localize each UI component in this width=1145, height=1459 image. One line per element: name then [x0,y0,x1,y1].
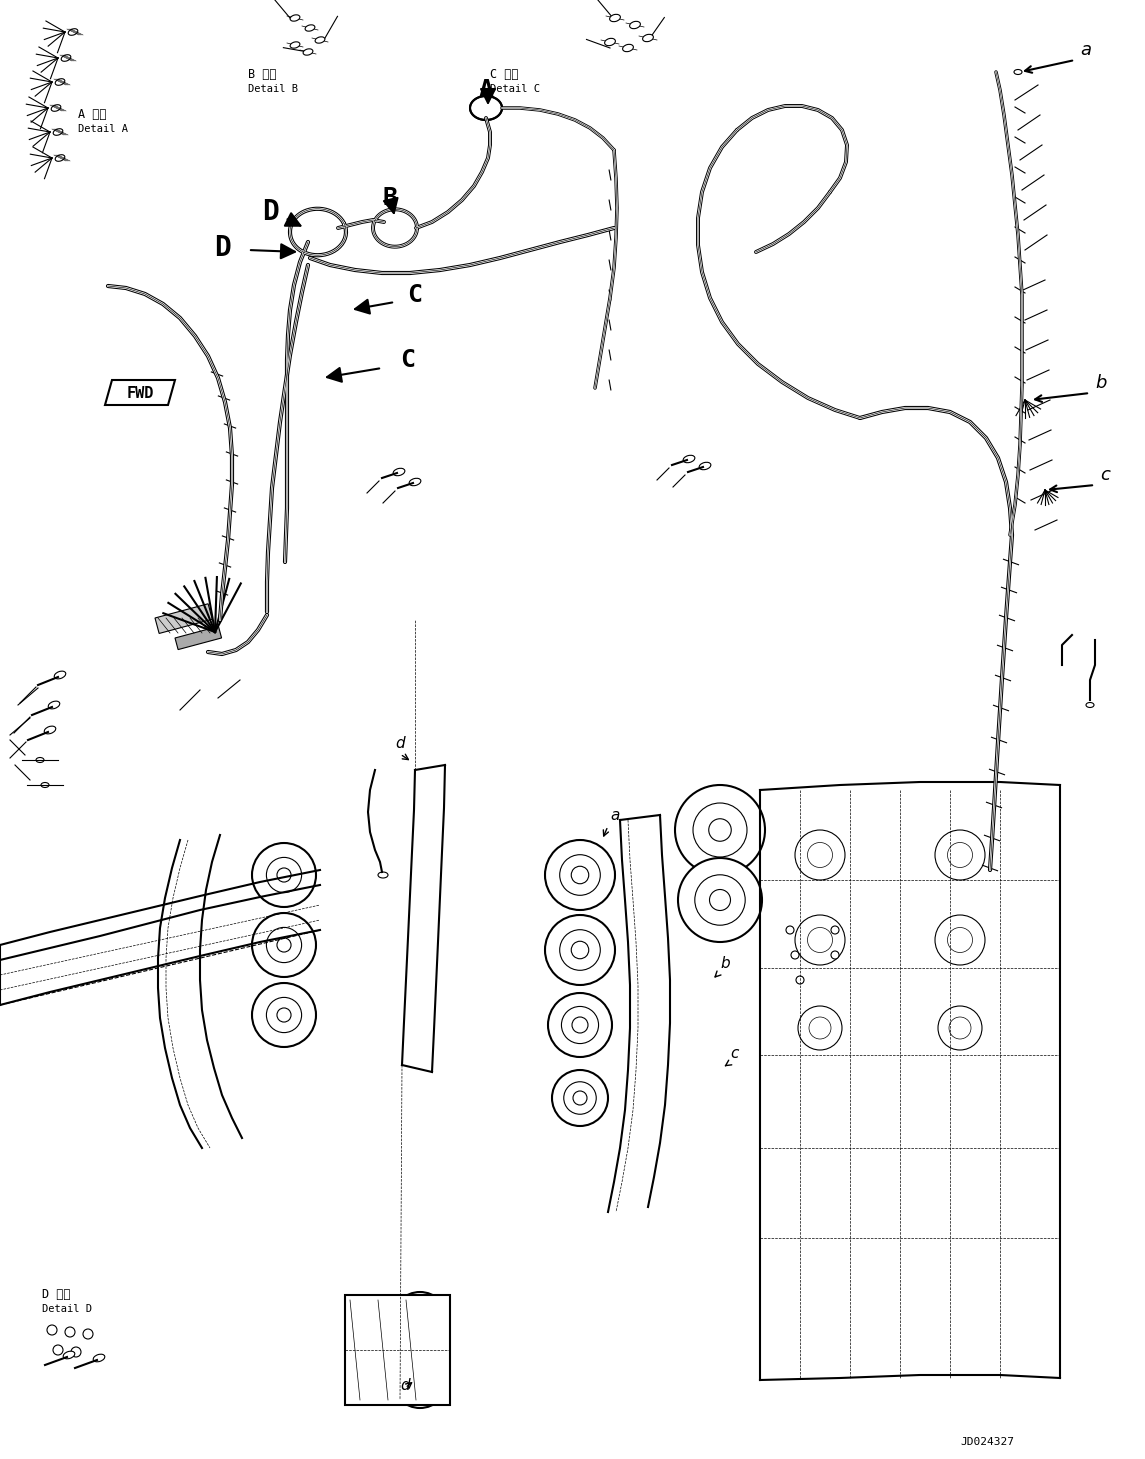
Ellipse shape [630,22,640,29]
Circle shape [795,915,845,964]
Circle shape [798,1007,842,1050]
Circle shape [785,926,793,934]
Circle shape [545,840,615,910]
Circle shape [47,1325,57,1335]
Circle shape [252,843,316,907]
Circle shape [65,1328,76,1336]
Text: JD024327: JD024327 [960,1437,1014,1447]
Circle shape [252,913,316,978]
Text: C 詳細: C 詳細 [490,69,519,82]
Ellipse shape [303,48,313,55]
Text: A: A [479,77,493,102]
Circle shape [831,926,839,934]
Circle shape [545,915,615,985]
Circle shape [392,1293,448,1348]
Text: b: b [720,956,729,972]
Text: c: c [1100,465,1110,484]
Ellipse shape [63,1351,74,1358]
Ellipse shape [55,79,65,85]
Circle shape [791,951,799,959]
Circle shape [252,983,316,1048]
Text: B: B [382,185,397,210]
Ellipse shape [48,702,60,709]
Ellipse shape [1014,70,1022,74]
Text: d: d [400,1377,410,1393]
Circle shape [831,951,839,959]
Text: C: C [408,283,423,306]
Circle shape [552,1069,608,1126]
Text: a: a [610,808,619,823]
Text: b: b [1095,374,1106,392]
Ellipse shape [642,35,654,42]
Ellipse shape [54,671,65,678]
Circle shape [796,976,804,983]
Ellipse shape [305,25,315,31]
Text: Detail D: Detail D [42,1304,92,1315]
Bar [175,626,222,649]
Ellipse shape [45,727,56,734]
Text: D: D [214,233,230,263]
Text: d: d [395,735,404,751]
Ellipse shape [290,15,300,22]
Ellipse shape [623,44,633,51]
Ellipse shape [684,455,695,463]
Text: Detail C: Detail C [490,85,540,93]
Circle shape [795,830,845,880]
Circle shape [82,1329,93,1339]
Circle shape [548,994,611,1056]
Circle shape [938,1007,982,1050]
Text: C: C [401,349,416,372]
Text: c: c [731,1046,739,1061]
Ellipse shape [290,42,300,48]
Ellipse shape [605,38,615,45]
Ellipse shape [378,872,388,878]
Ellipse shape [53,128,63,136]
Circle shape [71,1347,81,1357]
Text: a: a [1080,41,1091,58]
Ellipse shape [409,479,421,486]
Circle shape [392,1352,448,1408]
Ellipse shape [315,36,325,44]
Bar [155,604,212,633]
Circle shape [53,1345,63,1355]
Circle shape [678,858,763,943]
Text: Detail A: Detail A [78,124,128,134]
Text: FWD: FWD [126,385,153,401]
Ellipse shape [93,1354,105,1361]
Ellipse shape [700,463,711,470]
Ellipse shape [41,782,49,788]
Text: D 詳細: D 詳細 [42,1288,71,1301]
Ellipse shape [35,757,44,763]
Ellipse shape [1085,702,1093,708]
Ellipse shape [61,54,71,61]
Text: B 詳細: B 詳細 [248,69,276,82]
Ellipse shape [609,15,621,22]
Text: A 詳細: A 詳細 [78,108,106,121]
Text: Detail B: Detail B [248,85,298,93]
Ellipse shape [52,105,61,111]
Circle shape [676,785,765,875]
Ellipse shape [393,468,405,476]
Polygon shape [105,379,175,406]
Circle shape [935,830,985,880]
Circle shape [358,1328,402,1371]
Ellipse shape [69,29,78,35]
Ellipse shape [55,155,65,162]
Circle shape [935,915,985,964]
Text: D: D [261,198,278,226]
Bar [345,1296,450,1405]
